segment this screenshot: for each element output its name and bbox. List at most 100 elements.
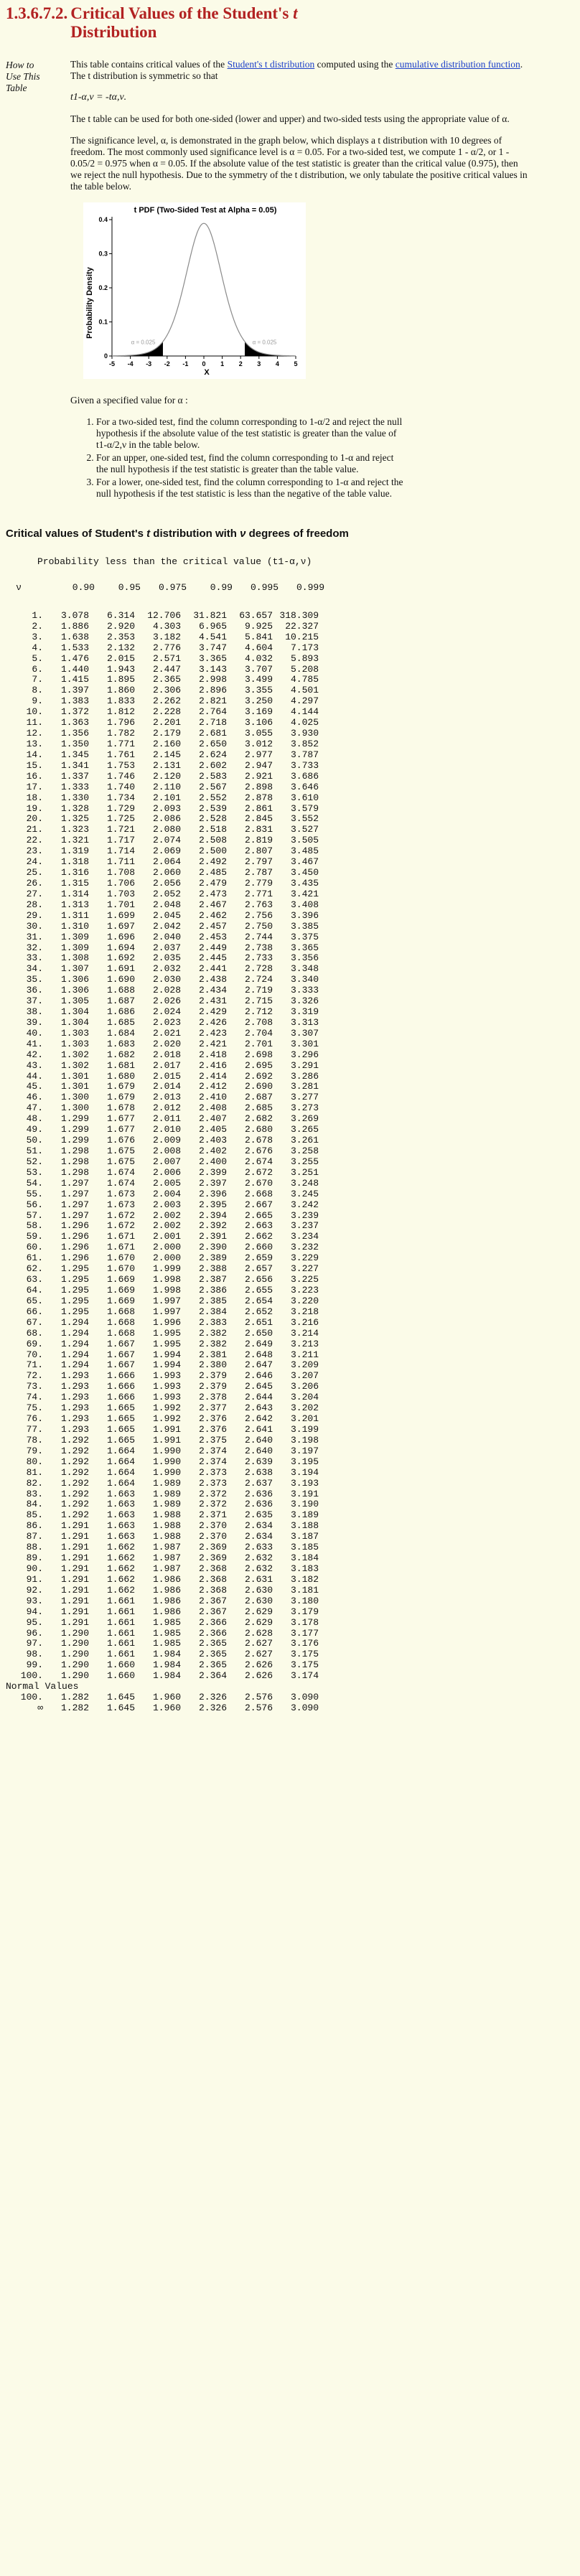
- critical-value-cell: 2.101: [152, 792, 181, 803]
- critical-value-cell: 2.636: [244, 1499, 273, 1510]
- critical-value-cell: 3.301: [290, 1038, 319, 1049]
- critical-value-cell: 2.583: [198, 770, 227, 782]
- df-cell: 38.: [26, 1006, 43, 1018]
- critical-value-cell: 2.627: [244, 1649, 273, 1660]
- critical-value-cell: 1.688: [106, 985, 135, 996]
- critical-value-cell: 2.641: [244, 1423, 273, 1435]
- critical-value-cell: 2.485: [198, 867, 227, 879]
- critical-value-cell: 1.345: [60, 749, 89, 760]
- critical-value-cell: 2.640: [244, 1445, 273, 1456]
- cdf-link[interactable]: cumulative distribution function: [395, 59, 520, 70]
- critical-value-cell: 1.993: [152, 1381, 181, 1392]
- critical-value-cell: 2.080: [152, 824, 181, 835]
- critical-value-cell: 1.292: [60, 1466, 89, 1478]
- critical-value-cell: 3.182: [290, 1573, 319, 1585]
- critical-value-cell: 1.290: [60, 1649, 89, 1660]
- critical-value-cell: 2.015: [152, 1070, 181, 1082]
- table-row: 5. 1.476 2.015 2.571 3.365 4.032 5.893: [6, 652, 566, 665]
- left-alpha-annotation: α = 0.025: [131, 339, 156, 345]
- critical-value-cell: 1.985: [152, 1616, 181, 1628]
- df-cell: 85.: [26, 1509, 43, 1521]
- critical-value-cell: 2.639: [244, 1456, 273, 1467]
- critical-value-cell: 2.364: [198, 1670, 227, 1682]
- intro-paragraph-1: This table contains critical values of t…: [70, 59, 530, 82]
- critical-value-cell: 1.323: [60, 824, 89, 835]
- critical-value-cell: 1.330: [60, 792, 89, 803]
- critical-value-cell: 2.006: [152, 1166, 181, 1178]
- column-header: 0.995: [250, 582, 279, 593]
- critical-value-cell: 2.040: [152, 931, 181, 942]
- df-cell: 5.: [32, 652, 43, 664]
- critical-value-cell: 1.297: [60, 1177, 89, 1189]
- table-row: 48. 1.299 1.677 2.011 2.407 2.682 3.269: [6, 1113, 566, 1125]
- critical-value-cell: 1.668: [106, 1316, 135, 1328]
- critical-value-cell: 1.669: [106, 1295, 135, 1306]
- critical-value-cell: 2.920: [106, 620, 135, 632]
- critical-value-cell: 2.602: [198, 759, 227, 771]
- critical-value-cell: 3.747: [198, 642, 227, 653]
- critical-value-cell: 2.776: [152, 642, 181, 653]
- critical-value-cell: 3.198: [290, 1434, 319, 1446]
- critical-value-cell: 2.656: [244, 1274, 273, 1285]
- critical-value-cell: 1.993: [152, 1370, 181, 1382]
- critical-value-cell: 2.368: [198, 1573, 227, 1585]
- critical-value-cell: 1.666: [106, 1392, 135, 1403]
- nu-header: ν: [16, 582, 22, 593]
- critical-value-cell: 7.173: [290, 642, 319, 653]
- critical-value-cell: 3.179: [290, 1606, 319, 1617]
- critical-value-cell: 2.014: [152, 1081, 181, 1092]
- critical-value-cell: 1.984: [152, 1649, 181, 1660]
- df-cell: 67.: [26, 1316, 43, 1328]
- critical-value-cell: 1.293: [60, 1381, 89, 1392]
- critical-value-cell: 1.664: [106, 1445, 135, 1456]
- critical-value-cell: 1.476: [60, 652, 89, 664]
- critical-value-cell: 1.296: [60, 1231, 89, 1242]
- critical-value-cell: 1.309: [60, 942, 89, 953]
- table-row: 72. 1.293 1.666 1.993 2.379 2.646 3.207: [6, 1370, 566, 1382]
- table-row: 26. 1.315 1.706 2.056 2.479 2.779 3.435: [6, 878, 566, 889]
- critical-value-cell: 1.292: [60, 1488, 89, 1499]
- table-header-row: ν 0.90 0.95 0.975 0.99 0.995 0.999: [6, 582, 566, 594]
- x-tick-label: 1: [220, 360, 224, 367]
- critical-value-cell: 2.756: [244, 909, 273, 921]
- y-tick-label: 0.1: [98, 319, 108, 326]
- df-cell: 45.: [26, 1081, 43, 1092]
- critical-value-cell: 1.292: [60, 1456, 89, 1467]
- critical-value-cell: 3.209: [290, 1359, 319, 1371]
- critical-value-cell: 1.316: [60, 867, 89, 879]
- critical-value-cell: 3.211: [290, 1349, 319, 1360]
- critical-value-cell: 1.296: [60, 1252, 89, 1264]
- critical-value-cell: 2.668: [244, 1188, 273, 1199]
- df-cell: 61.: [26, 1252, 43, 1264]
- critical-value-cell: 2.000: [152, 1242, 181, 1253]
- critical-value-cell: 2.676: [244, 1146, 273, 1157]
- df-cell: 69.: [26, 1338, 43, 1349]
- critical-value-cell: 2.508: [198, 835, 227, 846]
- critical-value-cell: 2.369: [198, 1552, 227, 1564]
- critical-value-cell: 1.987: [152, 1542, 181, 1553]
- table-row: 25. 1.316 1.708 2.060 2.485 2.787 3.450: [6, 867, 566, 879]
- density-curve: [111, 223, 296, 357]
- critical-value-cell: 3.245: [290, 1188, 319, 1199]
- critical-value-cell: 1.989: [152, 1499, 181, 1510]
- critical-value-cell: 2.366: [198, 1627, 227, 1639]
- critical-value-cell: 1.990: [152, 1466, 181, 1478]
- critical-value-cell: 1.664: [106, 1477, 135, 1489]
- critical-value-cell: 2.539: [198, 802, 227, 814]
- df-cell: 74.: [26, 1392, 43, 1403]
- critical-value-cell: 1.734: [106, 792, 135, 803]
- critical-value-cell: 3.207: [290, 1370, 319, 1382]
- critical-value-cell: 1.297: [60, 1209, 89, 1221]
- critical-value-cell: 2.366: [198, 1616, 227, 1628]
- critical-value-cell: 3.187: [290, 1531, 319, 1542]
- table-row: 64. 1.295 1.669 1.998 2.386 2.655 3.223: [6, 1285, 566, 1296]
- critical-value-cell: 1.708: [106, 867, 135, 879]
- critical-value-cell: 1.291: [60, 1531, 89, 1542]
- critical-value-cell: 3.333: [290, 985, 319, 996]
- table-row: 62. 1.295 1.670 1.999 2.388 2.657 3.227: [6, 1263, 566, 1275]
- df-cell: 57.: [26, 1209, 43, 1221]
- critical-value-cell: 2.396: [198, 1188, 227, 1199]
- table-row: 29. 1.311 1.699 2.045 2.462 2.756 3.396: [6, 909, 566, 922]
- students-t-link[interactable]: Student's t distribution: [227, 59, 315, 70]
- critical-value-cell: 3.610: [290, 792, 319, 803]
